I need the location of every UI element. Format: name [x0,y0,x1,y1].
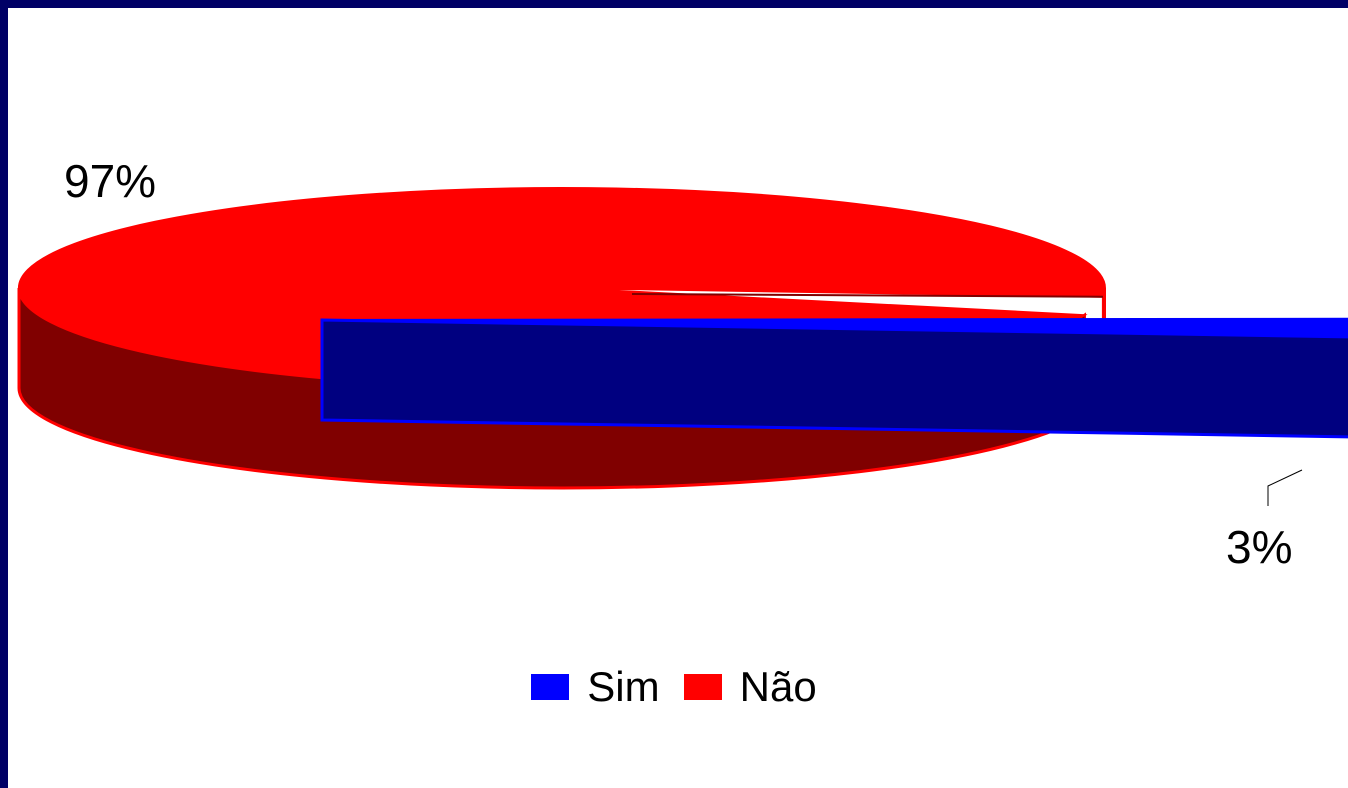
data-label-nao: 97% [64,158,156,204]
legend-swatch-sim [531,674,569,700]
data-label-sim: 3% [1226,524,1292,570]
slice-sim-side [322,320,1348,437]
legend: Sim Não [0,666,1348,708]
legend-label-sim: Sim [587,666,659,708]
legend-label-nao: Não [740,666,817,708]
leader-line-sim [1268,470,1302,506]
legend-item-nao: Não [684,666,817,708]
legend-swatch-nao [684,674,722,700]
legend-item-sim: Sim [531,666,659,708]
